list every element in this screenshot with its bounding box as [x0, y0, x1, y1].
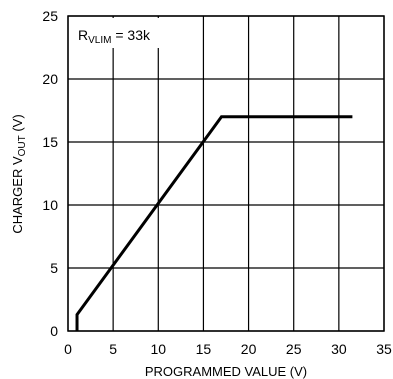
plot-frame — [67, 15, 385, 332]
x-tick-labels: 0 5 10 15 20 25 30 35 — [64, 341, 392, 357]
y-axis-label-main: CHARGER V — [10, 156, 25, 234]
annotation-subscript: VLIM — [88, 35, 111, 46]
series — [75, 115, 353, 331]
y-tick-label: 10 — [42, 197, 58, 213]
annotation-background — [72, 18, 180, 48]
x-axis-label: PROGRAMMED VALUE (V) — [145, 364, 307, 379]
annotation-rest: = 33k — [111, 27, 151, 43]
x-tick-label: 35 — [376, 341, 392, 357]
y-tick-label: 25 — [42, 8, 58, 24]
x-tick-label: 10 — [150, 341, 166, 357]
y-tick-label: 20 — [42, 71, 58, 87]
y-tick-label: 15 — [42, 134, 58, 150]
x-tick-label: 30 — [331, 341, 347, 357]
y-axis-label-subscript: OUT — [17, 135, 28, 156]
x-tick-label: 25 — [286, 341, 302, 357]
x-tick-label: 0 — [64, 341, 72, 357]
y-tick-label: 0 — [50, 323, 58, 339]
y-axis-label: CHARGER VOUT (V) — [10, 114, 28, 233]
y-axis-label-suffix: (V) — [10, 114, 25, 135]
annotation-main: R — [78, 27, 88, 43]
y-tick-label: 5 — [50, 260, 58, 276]
grid — [67, 15, 385, 332]
series-line — [75, 115, 353, 331]
annotation-label: RVLIM = 33k — [78, 27, 151, 46]
annotation-box: RVLIM = 33k — [72, 18, 180, 48]
x-tick-label: 20 — [241, 341, 257, 357]
x-tick-label: 5 — [109, 341, 117, 357]
y-tick-labels: 0 5 10 15 20 25 — [42, 8, 58, 339]
x-tick-label: 15 — [196, 341, 212, 357]
